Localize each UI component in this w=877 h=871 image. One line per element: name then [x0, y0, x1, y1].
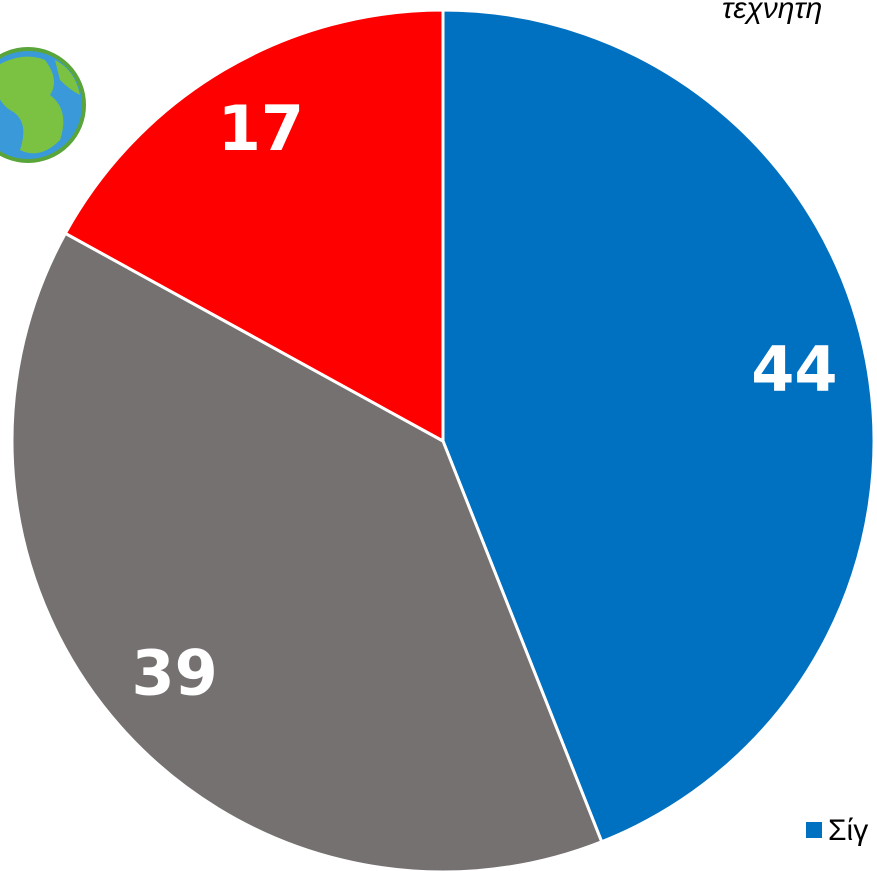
legend-swatch [806, 822, 822, 838]
value-label: 17 [218, 92, 304, 165]
pie-slice [441, 8, 876, 844]
value-label: 39 [132, 637, 218, 710]
globe-icon [0, 47, 86, 163]
pie-slice [10, 231, 604, 871]
pie-slice [63, 8, 445, 444]
chart-title: τεχνητή [722, 0, 822, 25]
legend-label: Σίγ [828, 814, 868, 847]
value-label: 44 [751, 333, 837, 406]
